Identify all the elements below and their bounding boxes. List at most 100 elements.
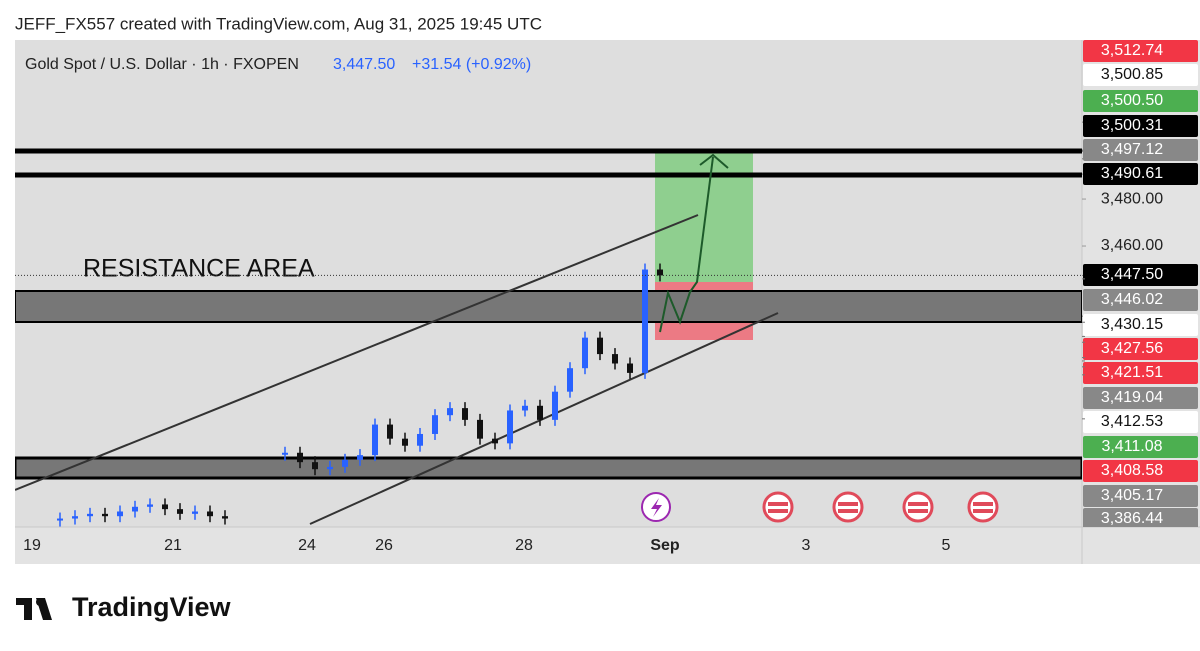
candle-body [102, 513, 108, 517]
price-tag-label: 3,446.02 [1101, 291, 1163, 308]
flag-icons [762, 491, 999, 523]
candle-body [147, 504, 153, 507]
candle-body [132, 506, 138, 512]
candle-body [72, 516, 78, 519]
x-tick-label: 3 [802, 537, 811, 554]
price-tag-label: 3,500.85 [1101, 66, 1163, 83]
x-tick-label: 26 [375, 537, 393, 554]
price-tag [1083, 40, 1198, 62]
price-tag-label: 3,427.56 [1101, 340, 1163, 357]
candle-body [432, 415, 438, 434]
candle-body [567, 368, 573, 392]
x-tick-label: 21 [164, 537, 182, 554]
logo-mark [16, 598, 52, 620]
candle-body [222, 516, 228, 519]
candles [57, 263, 663, 527]
price-tag [1083, 115, 1198, 137]
candle-body [582, 337, 588, 369]
support-band [15, 456, 1082, 480]
price-tag [1083, 289, 1198, 311]
candle-body [402, 438, 408, 446]
candle-body [492, 438, 498, 444]
event-icon [651, 498, 662, 517]
price-tag [1083, 90, 1198, 112]
brand: TradingView [72, 592, 232, 622]
price-tag-label: 3,447.50 [1101, 266, 1163, 283]
candle-body [282, 452, 288, 455]
candle-body [57, 518, 63, 521]
annotation: RESISTANCE AREA [83, 255, 315, 283]
candle-body [597, 337, 603, 355]
price-tag-label: 3,421.51 [1101, 364, 1163, 381]
candle-body [387, 424, 393, 439]
candle-body [627, 363, 633, 373]
price-tag-label: 3,408.58 [1101, 462, 1163, 479]
candle-body [642, 269, 648, 373]
price-tag-label: 3,405.17 [1101, 487, 1163, 504]
caption: JEFF_FX557 created with TradingView.com,… [15, 14, 542, 33]
price-tag [1083, 411, 1198, 433]
candle-body [657, 269, 663, 276]
candle-body [477, 419, 483, 439]
candle-body [177, 509, 183, 514]
logo-mark [36, 598, 44, 606]
target-zone [655, 151, 753, 282]
candle-body [612, 354, 618, 364]
legend-bg [18, 53, 558, 77]
candle-body [207, 511, 213, 517]
change: +31.54 (+0.92%) [412, 56, 531, 73]
price-tag [1083, 387, 1198, 409]
candle-body [117, 511, 123, 517]
candle-body [522, 405, 528, 411]
candle-body [462, 408, 468, 420]
time-axis [15, 527, 1200, 564]
x-tick-label: Sep [650, 537, 680, 554]
x-tick-label: 28 [515, 537, 533, 554]
candle-body [312, 462, 318, 470]
price-tag-label: 3,490.61 [1101, 165, 1163, 182]
price-tag-label: 3,497.12 [1101, 141, 1163, 158]
candle-body [552, 391, 558, 420]
candle-body [192, 511, 198, 514]
price-tag [1083, 362, 1198, 384]
price: 3,447.50 [333, 56, 395, 73]
resistance-band [15, 290, 1082, 323]
price-tag-label: 3,500.31 [1101, 117, 1163, 134]
price-tag [1083, 436, 1198, 458]
plot-area [15, 40, 1082, 527]
candle-body [297, 452, 303, 463]
channel-line [15, 214, 699, 491]
price-tag-label: 3,411.08 [1101, 438, 1162, 455]
x-tick-label: 5 [942, 537, 951, 554]
price-tag [1083, 338, 1198, 360]
symbol: Gold Spot / U.S. Dollar · 1h · FXOPEN [25, 56, 299, 73]
candle-body [372, 424, 378, 456]
price-tag-label: 3,500.50 [1101, 92, 1163, 109]
price-tag-label: 3,512.74 [1101, 42, 1163, 59]
y-tick-label: 3,480.00 [1101, 190, 1163, 207]
arrow-head [699, 153, 729, 169]
candle-body [327, 466, 333, 470]
price-tag-label: 3,412.53 [1101, 413, 1163, 430]
price-tag [1083, 264, 1198, 286]
price-tag [1083, 139, 1198, 161]
candle-body [357, 455, 363, 460]
price-tag [1083, 460, 1198, 482]
y-tick-label: 3,460.00 [1101, 237, 1163, 254]
price-tag [1083, 163, 1198, 185]
candle-body [447, 408, 453, 416]
price-tag [1083, 64, 1198, 86]
x-tick-label: 24 [298, 537, 316, 554]
channel-line [309, 312, 779, 525]
price-tag-label: 3,419.04 [1101, 389, 1163, 406]
candle-body [342, 459, 348, 467]
x-tick-label: 19 [23, 537, 41, 554]
drawings: RESISTANCE AREA [15, 148, 1082, 525]
price-tag-label: 3,386.44 [1101, 510, 1163, 527]
price-tags: 3,512.74 3,500.85 3,500.50 3,500.31 3,497.12… [1082, 40, 1198, 527]
price-tag [1083, 314, 1198, 336]
candle-body [537, 405, 543, 420]
candle-body [87, 513, 93, 517]
event-icons [641, 491, 999, 523]
